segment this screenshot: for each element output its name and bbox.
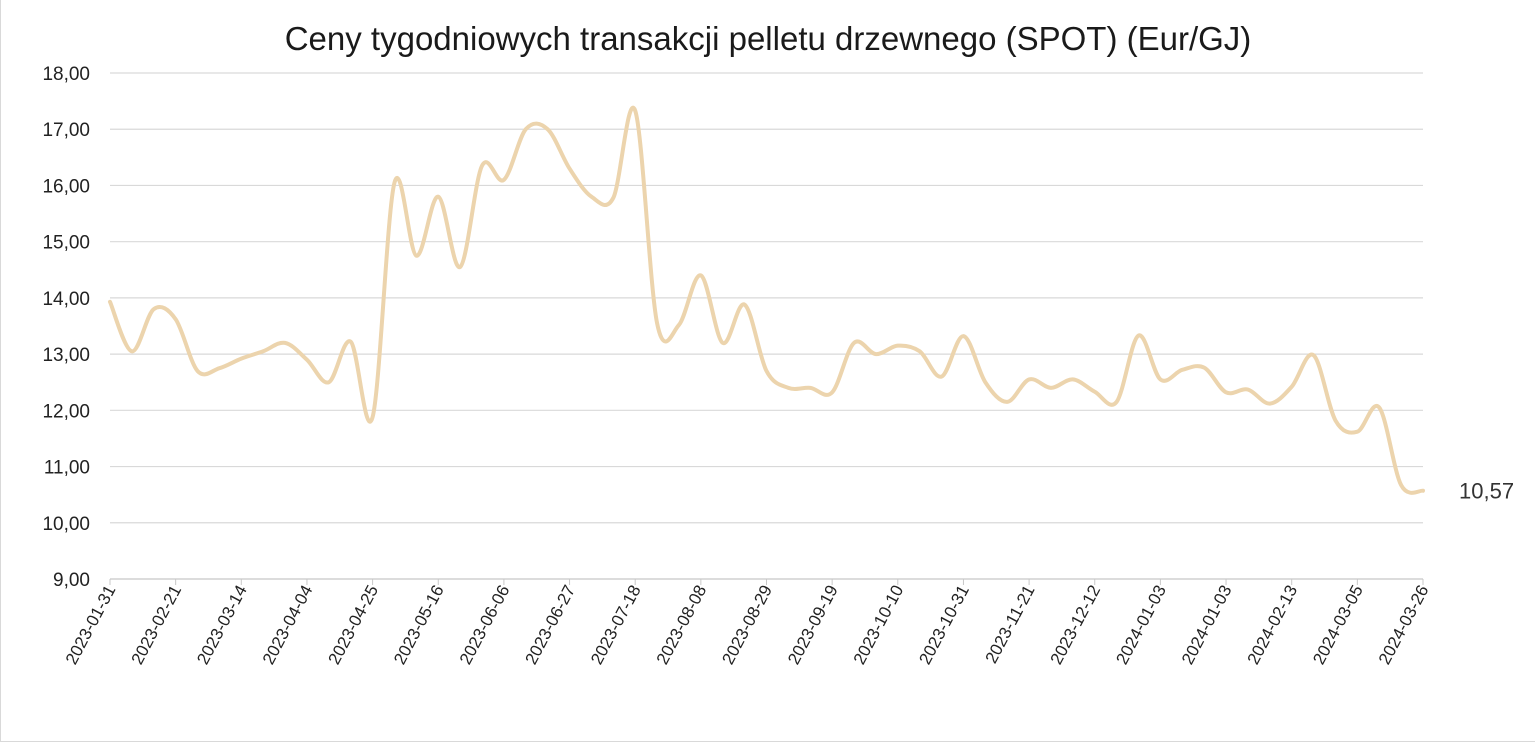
y-tick-label: 13,00 xyxy=(42,345,90,366)
series-group: 10,57 xyxy=(108,105,1514,504)
x-tick-label: 2024-03-26 xyxy=(1375,582,1433,668)
x-tick-label: 2023-05-16 xyxy=(390,582,448,668)
y-tick-label: 11,00 xyxy=(44,458,90,479)
x-tick-label: 2023-12-12 xyxy=(1047,582,1105,668)
x-tick-label: 2023-08-08 xyxy=(653,582,711,668)
x-tick-label: 2023-03-14 xyxy=(193,582,251,668)
x-tick-label: 2023-04-25 xyxy=(325,582,383,668)
gridlines xyxy=(110,72,1423,580)
y-tick-label: 9,00 xyxy=(53,570,90,591)
chart-title: Ceny tygodniowych transakcji pelletu drz… xyxy=(284,20,1252,57)
x-tick-label: 2023-10-10 xyxy=(850,582,908,668)
x-tick-label: 2024-01-03 xyxy=(1112,582,1170,668)
y-tick-label: 18,00 xyxy=(42,64,90,85)
x-tick-label: 2023-11-21 xyxy=(982,582,1039,667)
x-tick-label: 2023-04-04 xyxy=(259,582,317,668)
y-tick-label: 15,00 xyxy=(42,233,90,254)
y-tick-label: 14,00 xyxy=(42,289,90,310)
end-data-label: 10,57 xyxy=(1459,479,1514,504)
x-tick-label: 2023-09-19 xyxy=(784,582,842,668)
x-tick-label: 2024-03-05 xyxy=(1309,582,1367,668)
x-tick-label: 2024-01-03 xyxy=(1178,582,1236,668)
x-tick-label: 2023-08-29 xyxy=(718,582,776,668)
x-tick-label: 2023-06-06 xyxy=(456,582,514,668)
y-tick-label: 12,00 xyxy=(42,401,90,422)
y-tick-label: 17,00 xyxy=(42,120,90,141)
x-tick-label: 2023-10-31 xyxy=(915,582,973,668)
x-tick-label: 2024-02-13 xyxy=(1244,582,1302,668)
x-axis: 2023-01-31 2023-02-21 2023-03-14 2023-04-04… xyxy=(62,579,1433,668)
series-line xyxy=(108,105,1425,495)
x-tick-label: 2023-07-18 xyxy=(587,582,645,668)
y-tick-label: 10,00 xyxy=(42,514,90,535)
y-axis: 9,00 10,00 11,00 12,00 13,00 14,00 15,00 16,00 1… xyxy=(42,64,90,591)
x-tick-label: 2023-01-31 xyxy=(62,582,120,668)
y-tick-label: 16,00 xyxy=(42,176,90,197)
x-tick-label: 2023-06-27 xyxy=(521,582,579,668)
x-tick-label: 2023-02-21 xyxy=(128,582,186,668)
